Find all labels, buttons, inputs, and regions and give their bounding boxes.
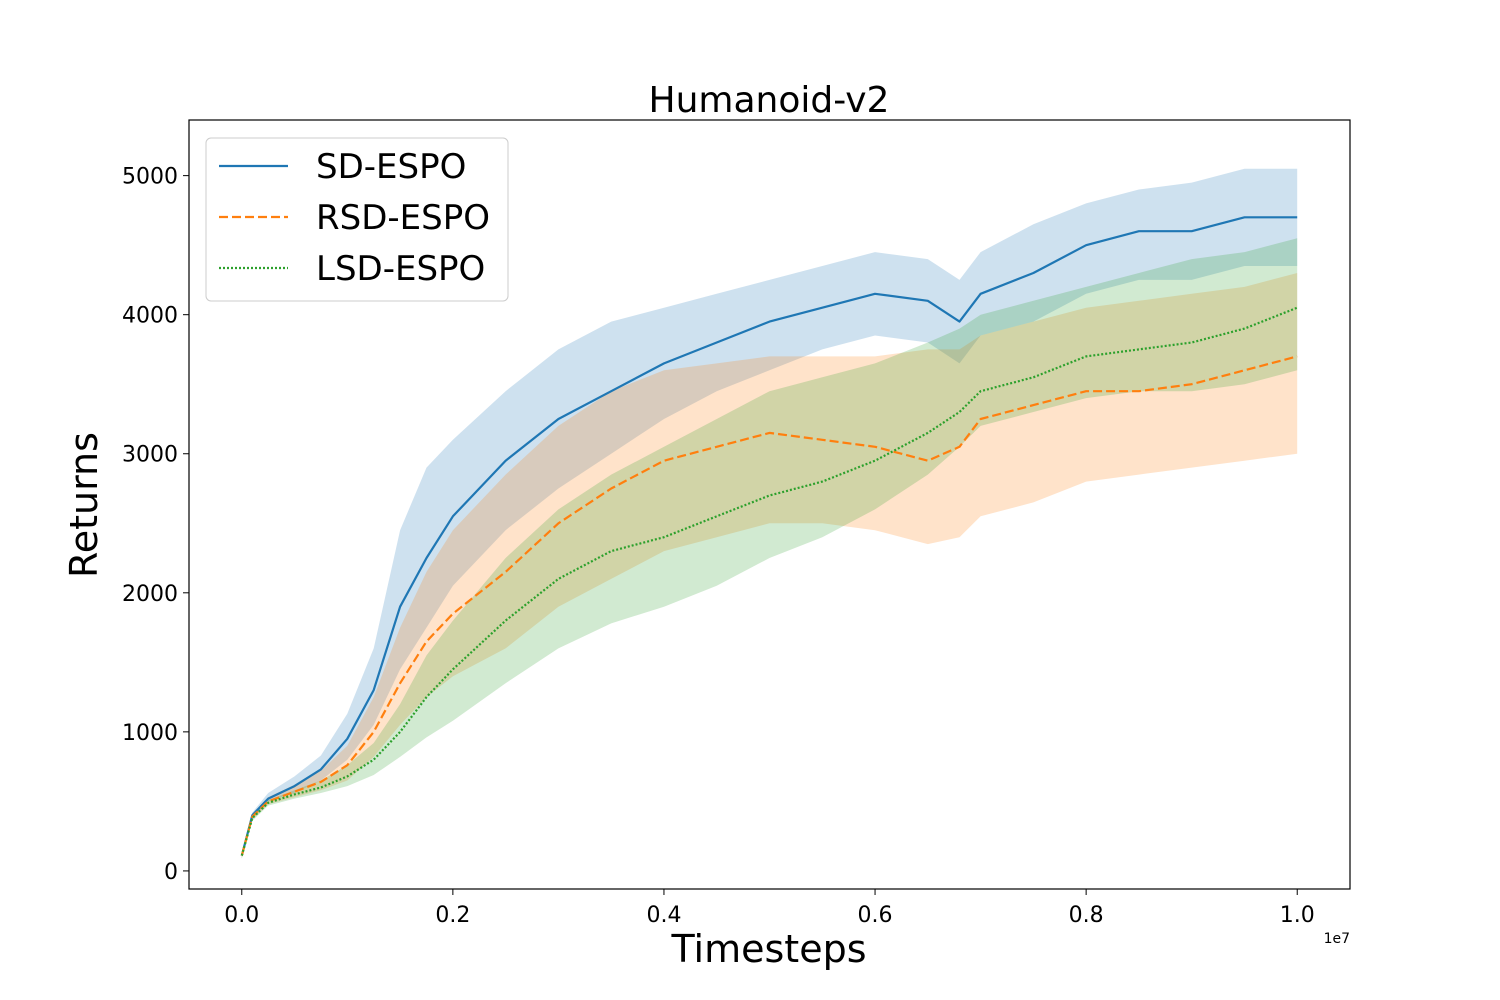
x-tick-label: 0.6 (858, 903, 893, 928)
x-axis-ticks: 0.0 0.2 0.4 0.6 0.8 1.0 (224, 889, 1315, 928)
points-sd-espo (241, 217, 1298, 856)
band-rsd-espo (241, 273, 1298, 859)
x-tick-label: 0.2 (435, 903, 470, 928)
series-lines (240, 216, 1298, 856)
line-rsd-espo (240, 355, 1298, 856)
legend-label-rsd-espo: RSD-ESPO (316, 198, 490, 238)
y-axis-title: Returns (62, 432, 106, 578)
y-tick-label: 3000 (122, 443, 178, 468)
points-lsd-espo (241, 307, 1298, 856)
x-tick-label: 0.8 (1069, 903, 1104, 928)
legend-label-sd-espo: SD-ESPO (316, 147, 466, 187)
legend-box (205, 137, 509, 302)
x-offset-label: 1e7 (1324, 931, 1350, 947)
chart-title: Humanoid-v2 (649, 80, 890, 121)
confidence-bands (241, 168, 1298, 859)
y-tick-label: 2000 (122, 582, 178, 607)
x-tick-label: 0.4 (646, 903, 681, 928)
y-tick-label: 5000 (122, 165, 178, 190)
y-tick-label: 4000 (122, 304, 178, 329)
x-tick-label: 0.0 (224, 903, 259, 928)
x-tick-label: 1.0 (1280, 903, 1315, 928)
legend: SD-ESPO RSD-ESPO LSD-ESPO (205, 137, 509, 302)
legend-label-lsd-espo: LSD-ESPO (316, 249, 485, 289)
points-rsd-espo (241, 356, 1298, 856)
band-sd-espo (241, 168, 1298, 859)
y-tick-label: 1000 (122, 721, 178, 746)
x-axis-title: Timesteps (671, 927, 867, 971)
plot-frame (188, 119, 1351, 890)
band-lsd-espo (241, 238, 1298, 859)
y-tick-label: 0 (164, 860, 178, 885)
y-axis-ticks: 0 1000 2000 3000 4000 5000 (122, 165, 189, 885)
